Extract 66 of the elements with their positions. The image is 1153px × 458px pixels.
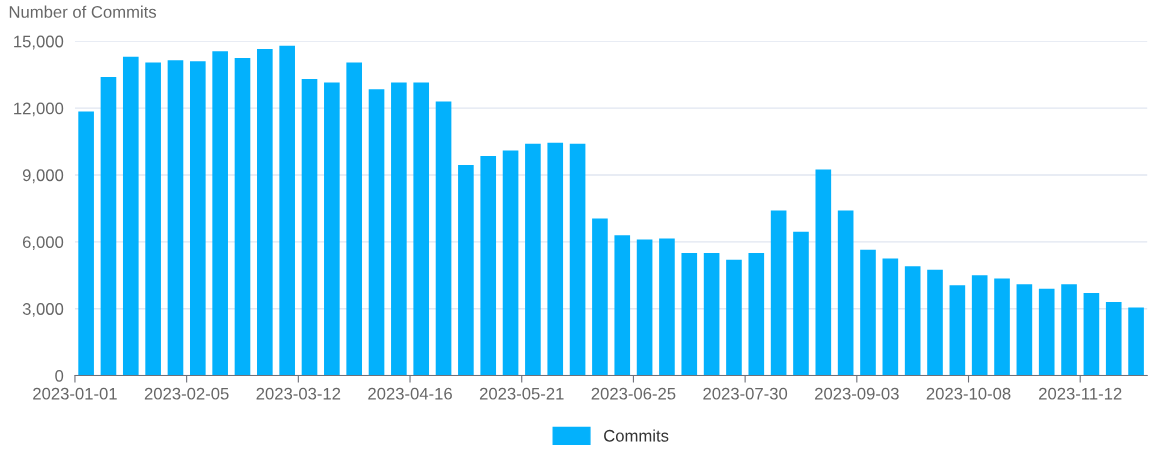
y-tick-label: 9,000: [22, 169, 64, 184]
bar: [212, 51, 228, 376]
bar: [949, 285, 966, 376]
bar: [413, 82, 430, 376]
x-tick-label: 2023-10-08: [926, 387, 1011, 400]
x-tick-label: 2023-02-05: [144, 387, 229, 400]
x-tick-label: 2023-04-16: [368, 387, 452, 400]
bar: [346, 62, 363, 376]
y-tick-label: 0: [55, 369, 64, 382]
bar: [458, 164, 474, 376]
bar: [391, 82, 407, 376]
bar: [435, 101, 452, 376]
bar: [324, 82, 340, 376]
bar: [279, 45, 295, 376]
bar: [1016, 284, 1033, 376]
bar: [592, 218, 608, 376]
x-tick-label: 2023-01-01: [33, 387, 117, 400]
bar: [547, 142, 564, 376]
bar: [882, 258, 899, 376]
bar: [569, 143, 586, 376]
x-tick-label: 2023-09-03: [815, 387, 899, 400]
bar: [502, 150, 519, 376]
x-tick-label: 2023-03-12: [256, 387, 341, 400]
x-tick-label: 2023-11-12: [1039, 387, 1122, 400]
bar: [167, 60, 184, 376]
bar: [614, 235, 631, 376]
bar: [726, 259, 742, 376]
bar: [659, 238, 675, 376]
bar: [994, 278, 1010, 376]
bar: [748, 252, 765, 376]
y-tick-label: 12,000: [14, 102, 64, 117]
y-tick-label: 15,000: [14, 35, 64, 50]
y-axis-title: Number of Commits: [9, 5, 157, 18]
bar: [301, 79, 318, 376]
bar: [368, 89, 385, 376]
bar: [815, 169, 832, 376]
y-tick-label: 6,000: [22, 236, 64, 250]
bar: [770, 210, 787, 376]
x-tick-label: 2023-05-21: [479, 387, 564, 400]
bar: [681, 252, 698, 376]
bar: [1061, 284, 1077, 376]
bar: [793, 231, 809, 376]
bar: [1105, 302, 1122, 376]
bar: [78, 111, 94, 376]
bar: [971, 275, 988, 376]
bar: [703, 252, 720, 376]
bar: [837, 210, 854, 376]
bar: [480, 156, 497, 376]
y-tick-label: 3,000: [22, 303, 64, 317]
bar: [860, 249, 876, 376]
bar: [927, 269, 943, 376]
bar: [189, 61, 206, 376]
legend-label: Commits: [604, 429, 669, 442]
bar: [525, 143, 541, 376]
bar: [100, 76, 117, 376]
x-tick-label: 2023-06-25: [591, 387, 676, 400]
bar: [1083, 293, 1100, 376]
bar: [636, 239, 653, 376]
bar: [122, 56, 139, 376]
bar: [257, 49, 273, 376]
x-tick-label: 2023-07-30: [703, 387, 788, 400]
bar: [1128, 307, 1144, 376]
bar: [1038, 288, 1055, 376]
bar: [234, 57, 251, 376]
bar: [145, 62, 161, 376]
bar: [904, 266, 921, 376]
